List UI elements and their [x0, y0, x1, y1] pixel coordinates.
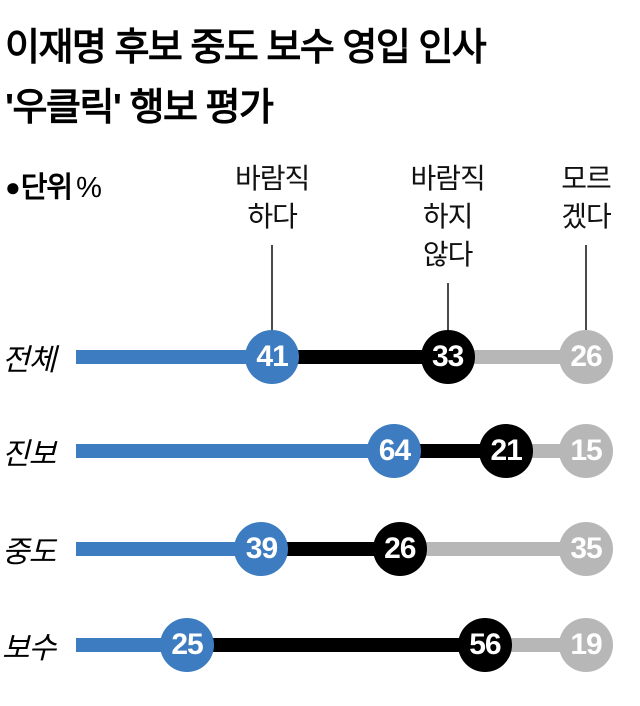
- value-dot: 26: [372, 522, 427, 576]
- value-label: 25: [171, 628, 203, 661]
- page-title: 이재명 후보 중도 보수 영입 인사 '우클릭' 행보 평가: [5, 18, 487, 138]
- title-line-2: '우클릭' 행보 평가: [5, 87, 274, 129]
- bar-segment: [261, 542, 400, 556]
- value-label: 26: [384, 532, 416, 565]
- value-label: 35: [570, 532, 602, 565]
- value-dot: 56: [457, 618, 512, 672]
- value-dot: 21: [479, 424, 534, 478]
- connector-line: [271, 245, 274, 330]
- chart-row: 전체 41 33 26: [0, 329, 640, 385]
- value-dot: 33: [420, 330, 475, 384]
- bar-segment: [394, 444, 507, 458]
- value-label: 56: [469, 628, 501, 661]
- chart-row: 보수 25 56 19: [0, 617, 640, 673]
- bar-segment: [76, 444, 395, 458]
- unit-symbol: %: [76, 172, 102, 204]
- column-header: 바람직 하다: [234, 163, 310, 232]
- unit-label: 단위: [20, 172, 73, 204]
- column-header: 바람직 하지 않다: [410, 163, 486, 270]
- bullet-icon: ●: [5, 172, 21, 202]
- row-label: 중도: [2, 536, 56, 569]
- value-label: 19: [570, 628, 602, 661]
- column-header: 모르 겠다: [561, 163, 612, 232]
- value-dot: 26: [559, 330, 613, 384]
- unit-note: ●단위%: [5, 164, 102, 206]
- value-label: 33: [431, 340, 464, 373]
- value-label: 64: [378, 434, 411, 467]
- row-label: 보수: [2, 632, 56, 665]
- value-dot: 15: [559, 424, 613, 478]
- title-line-1: 이재명 후보 중도 보수 영입 인사: [5, 27, 487, 69]
- bar-segment: [272, 350, 448, 364]
- value-label: 41: [256, 340, 288, 373]
- value-label: 21: [490, 434, 523, 467]
- value-dot: 19: [559, 618, 613, 672]
- bar-segment: [447, 350, 586, 364]
- value-dot: 64: [367, 424, 422, 478]
- row-label: 진보: [2, 438, 56, 471]
- bar-segment: [76, 542, 262, 556]
- value-label: 26: [570, 340, 602, 373]
- bar-segment: [76, 350, 273, 364]
- bar-segment: [76, 638, 187, 652]
- value-dot: 35: [559, 522, 613, 576]
- value-dot: 39: [234, 522, 289, 576]
- bar-segment: [187, 638, 485, 652]
- value-label: 15: [570, 434, 602, 467]
- chart-row: 중도 39 26 35: [0, 521, 640, 577]
- row-label: 전체: [2, 344, 56, 377]
- connector-line: [585, 245, 587, 330]
- value-label: 39: [245, 532, 278, 565]
- value-dot: 25: [160, 618, 214, 672]
- chart-row: 진보 64 21 15: [0, 423, 640, 479]
- connector-line: [446, 283, 449, 330]
- value-dot: 41: [245, 330, 300, 384]
- bar-segment: [399, 542, 586, 556]
